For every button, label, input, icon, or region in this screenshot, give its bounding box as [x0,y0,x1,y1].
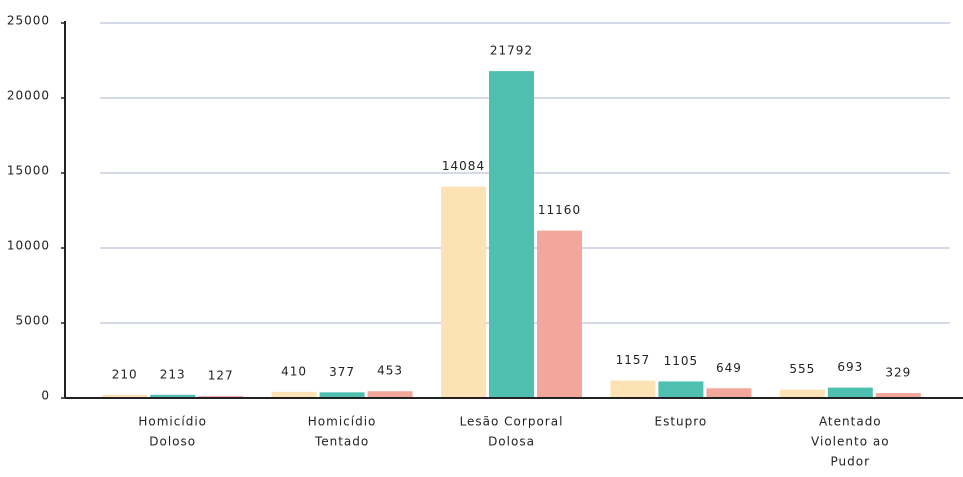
y-tick-label: 5000 [15,314,50,328]
value-label: 453 [377,364,403,378]
value-label: 1105 [664,354,699,368]
value-label: 377 [329,365,355,379]
value-label: 410 [281,364,307,378]
x-tick-label: Tentado [314,435,369,449]
value-label: 1157 [616,353,651,367]
x-tick-label: Homicídio [308,415,377,429]
bar [658,381,704,398]
x-tick-label: Homicídio [138,415,207,429]
x-tick-label: Violento ao [811,435,890,449]
bar [319,392,365,398]
y-tick-label: 20000 [7,89,50,103]
y-tick-label: 15000 [7,164,50,178]
value-label: 14084 [442,159,485,173]
bar [706,388,752,398]
y-tick-label: 25000 [7,14,50,28]
bar [489,71,534,399]
value-label: 649 [716,361,742,375]
x-tick-label: Pudor [831,455,871,469]
x-tick-label: Dolosa [488,435,535,449]
x-tick-label: Estupro [655,415,708,429]
value-label: 11160 [538,203,581,217]
value-label: 693 [837,360,863,374]
y-tick-label: 0 [41,389,50,403]
bar [102,394,148,398]
y-tick-label: 10000 [7,239,50,253]
bar [271,391,317,398]
value-label: 210 [112,367,138,381]
value-label: 213 [160,367,186,381]
bar [827,387,873,398]
bar [367,391,413,398]
value-label: 127 [208,369,234,383]
value-label: 555 [789,362,815,376]
x-tick-label: Doloso [149,435,196,449]
value-label: 329 [885,366,911,380]
bar [610,380,656,398]
bar [875,393,921,398]
x-tick-label: Lesão Corporal [460,415,564,429]
x-tick-label: Atentado [819,415,882,429]
bar [537,230,582,398]
bar [779,389,825,398]
bar [150,394,196,398]
value-label: 21792 [490,44,533,58]
bar [441,186,486,398]
